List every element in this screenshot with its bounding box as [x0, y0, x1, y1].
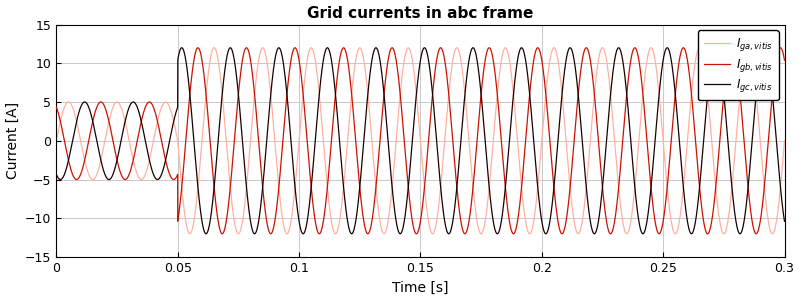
- $I_{ga,vitis}$: [51, 139, 61, 142]
- $I_{ga,vitis}$: [770, 228, 779, 232]
- $I_{ga,vitis}$: [767, 232, 777, 236]
- $I_{gb,vitis}$: [778, 51, 788, 54]
- $I_{gb,vitis}$: [705, 230, 714, 233]
- Title: Grid currents in abc frame: Grid currents in abc frame: [307, 6, 534, 21]
- $I_{gb,vitis}$: [51, 105, 61, 109]
- Line: $I_{gb,vitis}$: $I_{gb,vitis}$: [56, 48, 785, 234]
- $I_{gb,vitis}$: [516, 191, 526, 194]
- $I_{gb,vitis}$: [558, 232, 567, 236]
- $I_{ga,vitis}$: [684, 119, 694, 123]
- $I_{gb,vitis}$: [684, 71, 694, 74]
- $I_{ga,vitis}$: [780, 139, 790, 142]
- Line: $I_{gc,vitis}$: $I_{gc,vitis}$: [56, 48, 785, 234]
- $I_{gc,vitis}$: [51, 172, 61, 176]
- $I_{gc,vitis}$: [379, 91, 389, 94]
- $I_{gb,vitis}$: [379, 95, 389, 99]
- $I_{gb,vitis}$: [533, 46, 542, 50]
- $I_{gc,vitis}$: [516, 46, 526, 50]
- $I_{gb,vitis}$: [780, 58, 790, 62]
- $I_{gb,vitis}$: [770, 71, 779, 75]
- $I_{ga,vitis}$: [778, 158, 788, 161]
- $I_{gc,vitis}$: [274, 46, 284, 50]
- X-axis label: Time [s]: Time [s]: [392, 280, 449, 294]
- $I_{ga,vitis}$: [379, 232, 389, 236]
- $I_{ga,vitis}$: [516, 180, 526, 184]
- $I_{gc,vitis}$: [778, 208, 788, 212]
- $I_{gc,vitis}$: [684, 228, 694, 232]
- Y-axis label: Current [A]: Current [A]: [6, 102, 19, 179]
- Legend: $I_{ga,vitis}$, $I_{gb,vitis}$, $I_{gc,vitis}$: $I_{ga,vitis}$, $I_{gb,vitis}$, $I_{gc,v…: [698, 30, 778, 100]
- $I_{gc,vitis}$: [770, 117, 779, 121]
- $I_{gc,vitis}$: [298, 232, 308, 236]
- $I_{gc,vitis}$: [705, 76, 714, 79]
- Line: $I_{ga,vitis}$: $I_{ga,vitis}$: [56, 48, 785, 234]
- $I_{gc,vitis}$: [780, 220, 790, 223]
- $I_{ga,vitis}$: [705, 111, 714, 114]
- $I_{ga,vitis}$: [743, 46, 753, 50]
